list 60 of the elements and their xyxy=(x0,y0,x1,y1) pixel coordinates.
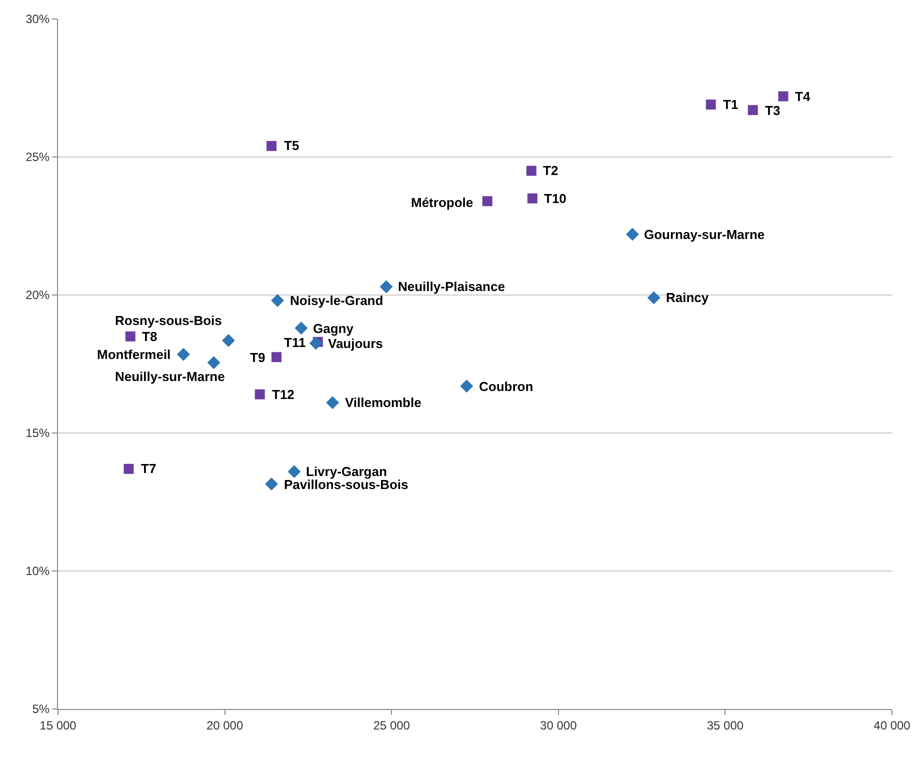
y-tick-label: 30% xyxy=(26,12,50,26)
x-tick-label: 20 000 xyxy=(206,718,244,732)
x-tick-label: 35 000 xyxy=(706,718,744,732)
annotation: Noisy-le-Grand xyxy=(290,293,384,308)
point xyxy=(125,331,136,342)
point xyxy=(288,465,301,478)
y-tick-label: 15% xyxy=(26,426,50,440)
point xyxy=(266,140,276,151)
point xyxy=(326,396,340,410)
x-tick-label: 40 000 xyxy=(874,718,911,732)
point xyxy=(207,356,220,370)
x-tick-label: 15 000 xyxy=(40,718,77,732)
annotation: Neuilly-sur-Marne xyxy=(115,369,225,384)
y-tick-label: 25% xyxy=(26,150,50,164)
point xyxy=(482,196,492,206)
point xyxy=(706,100,716,110)
annotation: T10 xyxy=(544,191,566,206)
point xyxy=(527,193,538,204)
point xyxy=(778,91,788,102)
point xyxy=(124,464,134,474)
x-tick-label: 30 000 xyxy=(540,718,578,732)
annotation: Rosny-sous-Bois xyxy=(115,313,222,328)
point xyxy=(748,105,758,116)
point xyxy=(647,291,660,304)
annotation: Gournay-sur-Marne xyxy=(644,227,765,242)
annotation: Gagny xyxy=(313,321,354,336)
annotation: T11 xyxy=(284,335,306,350)
y-tick-label: 5% xyxy=(32,702,50,716)
annotation: T12 xyxy=(272,387,294,402)
point xyxy=(526,166,536,176)
annotation: Neuilly-Plaisance xyxy=(398,279,505,294)
annotation: T3 xyxy=(765,103,780,118)
point xyxy=(271,294,284,308)
point xyxy=(176,348,190,361)
annotation: T2 xyxy=(543,163,558,178)
point xyxy=(294,322,308,335)
y-tick-label: 20% xyxy=(26,288,50,302)
annotation: Villemomble xyxy=(345,395,422,410)
annotation: Métropole xyxy=(411,195,474,210)
annotation: T8 xyxy=(142,329,158,344)
point xyxy=(265,478,278,491)
annotation: T5 xyxy=(284,138,300,153)
annotation: Vaujours xyxy=(328,336,383,351)
point xyxy=(254,389,265,400)
annotation: T4 xyxy=(795,89,811,104)
point xyxy=(222,334,235,348)
annotation: Coubron xyxy=(479,379,534,394)
x-tick-label: 25 000 xyxy=(373,718,410,732)
annotation: Montfermeil xyxy=(97,347,171,362)
point xyxy=(626,228,639,241)
annotation: Raincy xyxy=(666,290,710,305)
point xyxy=(460,380,474,393)
y-tick-label: 10% xyxy=(26,564,50,578)
point xyxy=(309,336,322,350)
point xyxy=(272,352,282,362)
point xyxy=(380,280,393,294)
annotation: T7 xyxy=(141,461,156,476)
annotation: Livry-Gargan xyxy=(306,464,387,479)
annotation: T9 xyxy=(250,350,266,365)
annotation: T1 xyxy=(723,97,738,112)
